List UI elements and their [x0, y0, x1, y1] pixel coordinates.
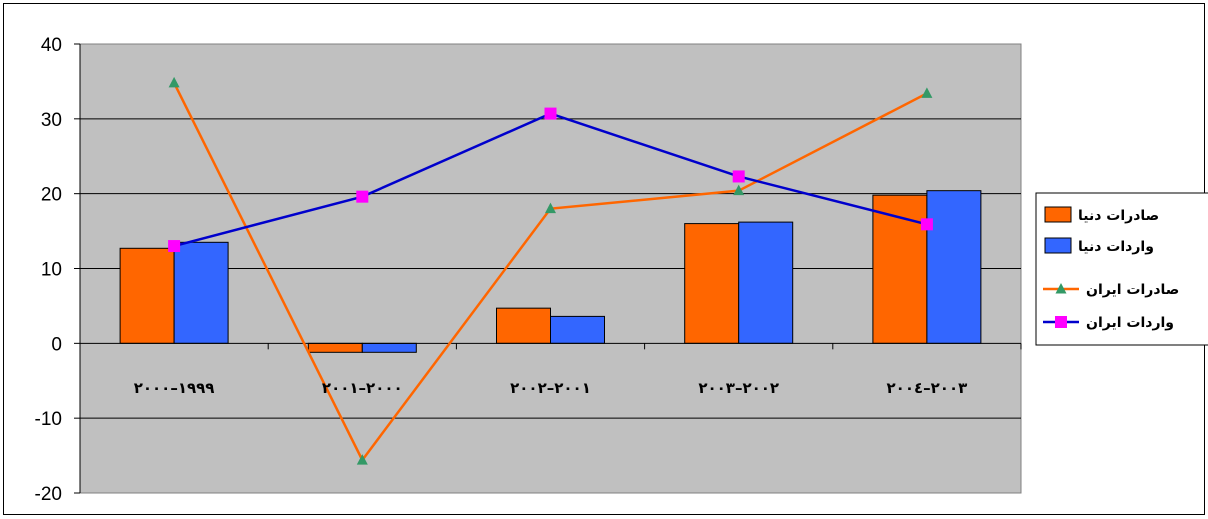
- category-label: ٢٠٠٢–٢٠٠٣: [698, 379, 779, 397]
- category-label: ٢٠٠٠–٢٠٠١: [322, 379, 403, 397]
- data-point: [733, 184, 745, 196]
- category-label: ٢٠٠١–٢٠٠٢: [510, 379, 591, 397]
- category-label: ٢٠٠٣–٢٠٠٤: [887, 379, 968, 397]
- bar: [307, 342, 363, 353]
- legend-label: واردات ایران: [1086, 315, 1174, 331]
- legend-label: واردات دنیا: [1078, 239, 1154, 255]
- axes: [74, 43, 1022, 494]
- y-tick-label: 10: [41, 260, 62, 281]
- y-tick-label: -20: [35, 484, 62, 505]
- legend-item: واردات ایران: [1043, 315, 1174, 331]
- y-tick-labels: 40 30 20 10 0 -10 -20: [35, 35, 62, 505]
- data-point: [168, 240, 181, 253]
- y-tick-label: -10: [35, 409, 62, 430]
- y-tick-label: 0: [51, 334, 62, 355]
- bar: [872, 194, 928, 344]
- bar: [684, 223, 740, 344]
- legend-label: صادرات ایران: [1086, 282, 1179, 298]
- bars: [119, 190, 982, 353]
- legend: صادرات دنیا واردات دنیا صادرات ایران واردات…: [1035, 192, 1208, 346]
- data-point: [356, 190, 369, 203]
- y-tick-label: 40: [41, 35, 62, 56]
- data-point: [732, 170, 745, 183]
- data-point: [168, 76, 180, 88]
- legend-swatch: [1044, 206, 1072, 223]
- bar: [119, 247, 175, 344]
- bar: [738, 221, 794, 344]
- series-lines: [168, 76, 933, 465]
- y-tick-label: 20: [41, 185, 62, 206]
- bar: [550, 315, 605, 344]
- data-point: [545, 202, 556, 214]
- legend-label: صادرات دنیا: [1078, 208, 1159, 224]
- bar: [173, 241, 229, 344]
- data-point: [356, 454, 368, 465]
- bar: [926, 190, 982, 344]
- legend-marker: [1055, 283, 1067, 294]
- bar: [496, 307, 551, 344]
- legend-swatch: [1044, 237, 1072, 254]
- data-point: [544, 107, 557, 120]
- category-label: ١٩٩٩–٢٠٠٠: [134, 379, 215, 397]
- legend-marker: [1055, 316, 1067, 328]
- category-labels: ١٩٩٩–٢٠٠٠ ٢٠٠٠–٢٠٠١ ٢٠٠١–٢٠٠٢ ٢٠٠٢–٢٠٠٣ ٢٠٠٣…: [134, 379, 968, 397]
- legend-item: صادرات دنیا: [1044, 206, 1159, 224]
- bar: [361, 342, 417, 353]
- legend-item: واردات دنیا: [1044, 237, 1154, 255]
- data-point: [920, 218, 933, 231]
- data-point: [921, 87, 933, 98]
- y-tick-label: 30: [41, 110, 62, 131]
- legend-item: صادرات ایران: [1043, 282, 1179, 298]
